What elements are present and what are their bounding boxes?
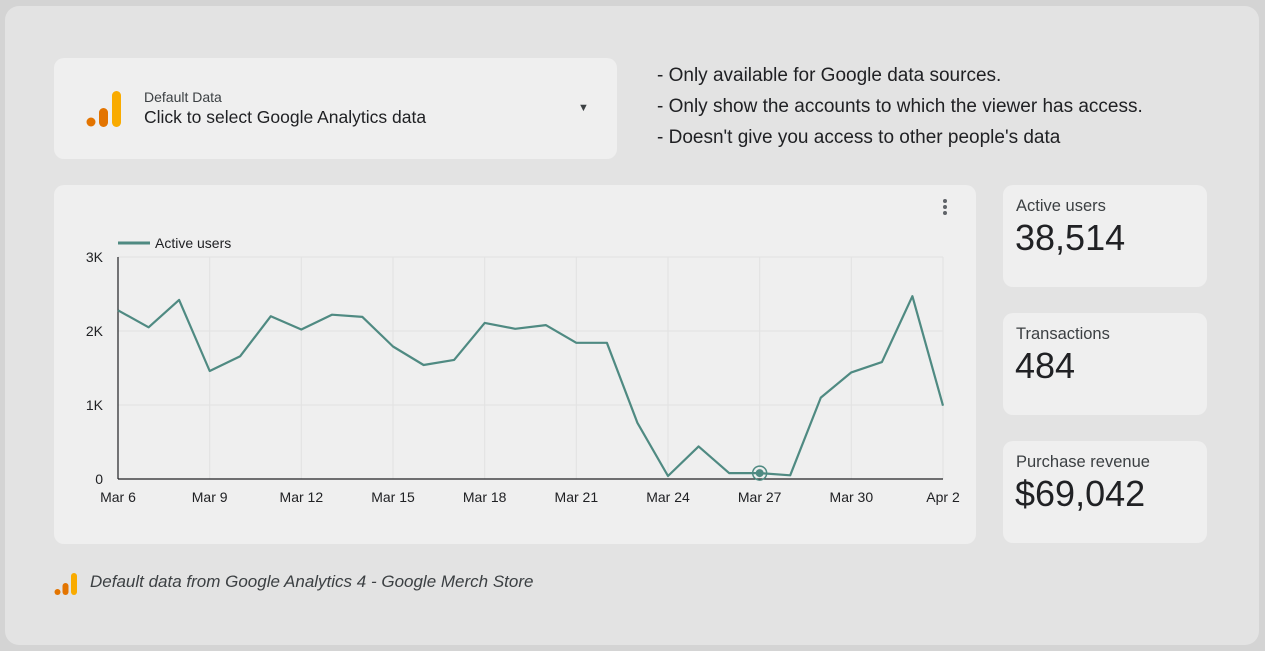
selector-title: Default Data: [144, 89, 222, 105]
active-users-line-chart: 0 1K 2K 3K Mar 6 Mar 9 Mar 12 Mar 15 Mar 18 Mar 2…: [86, 235, 960, 505]
note-item: - Only show the accounts to which the vi…: [657, 96, 1143, 117]
kpi-card-active-users: Active users 38,514: [1003, 185, 1207, 287]
x-tick-label: Mar 30: [830, 489, 874, 505]
kpi-card-transactions: Transactions 484: [1003, 313, 1207, 415]
x-tick-label: Mar 18: [463, 489, 507, 505]
x-tick-label: Mar 12: [280, 489, 324, 505]
note-item: - Only available for Google data sources…: [657, 65, 1002, 86]
x-tick-label: Mar 21: [555, 489, 599, 505]
y-tick-label: 2K: [86, 323, 104, 339]
x-tick-label: Mar 6: [100, 489, 136, 505]
y-tick-label: 0: [95, 471, 103, 487]
highlight-point: [755, 469, 764, 478]
notes-list: - Only available for Google data sources…: [657, 60, 1143, 153]
x-tick-label: Mar 15: [371, 489, 415, 505]
note-item: - Doesn't give you access to other peopl…: [657, 127, 1061, 148]
x-tick-label: Apr 2: [926, 489, 960, 505]
active-users-chart-card: 0 1K 2K 3K Mar 6 Mar 9 Mar 12 Mar 15 Mar 18 Mar 2…: [54, 185, 976, 544]
highlight-ring: [751, 465, 768, 481]
footer-text: Default data from Google Analytics 4 - G…: [90, 572, 534, 591]
selector-subtitle[interactable]: Click to select Google Analytics data: [144, 107, 427, 127]
series-line: [117, 295, 945, 478]
legend-label: Active users: [155, 235, 231, 251]
dropdown-caret-icon[interactable]: ▼: [578, 102, 589, 114]
x-tick-label: Mar 24: [646, 489, 690, 505]
kpi-card-purchase-revenue: Purchase revenue $69,042: [1003, 441, 1207, 543]
kpi-value: $69,042: [1015, 473, 1146, 514]
y-tick-label: 3K: [86, 249, 104, 265]
x-tick-label: Mar 27: [738, 489, 782, 505]
kpi-label: Active users: [1016, 197, 1106, 215]
kpi-label: Purchase revenue: [1016, 453, 1150, 471]
google-analytics-logo: [54, 573, 77, 595]
data-source-selector[interactable]: Default Data Click to select Google Anal…: [54, 58, 617, 159]
kpi-label: Transactions: [1016, 325, 1110, 343]
kpi-value: 38,514: [1015, 217, 1126, 258]
google-analytics-logo: [86, 91, 121, 127]
x-tick-label: Mar 9: [192, 489, 228, 505]
more-options-icon[interactable]: [938, 197, 952, 219]
y-tick-label: 1K: [86, 397, 104, 413]
kpi-value: 484: [1015, 345, 1076, 386]
